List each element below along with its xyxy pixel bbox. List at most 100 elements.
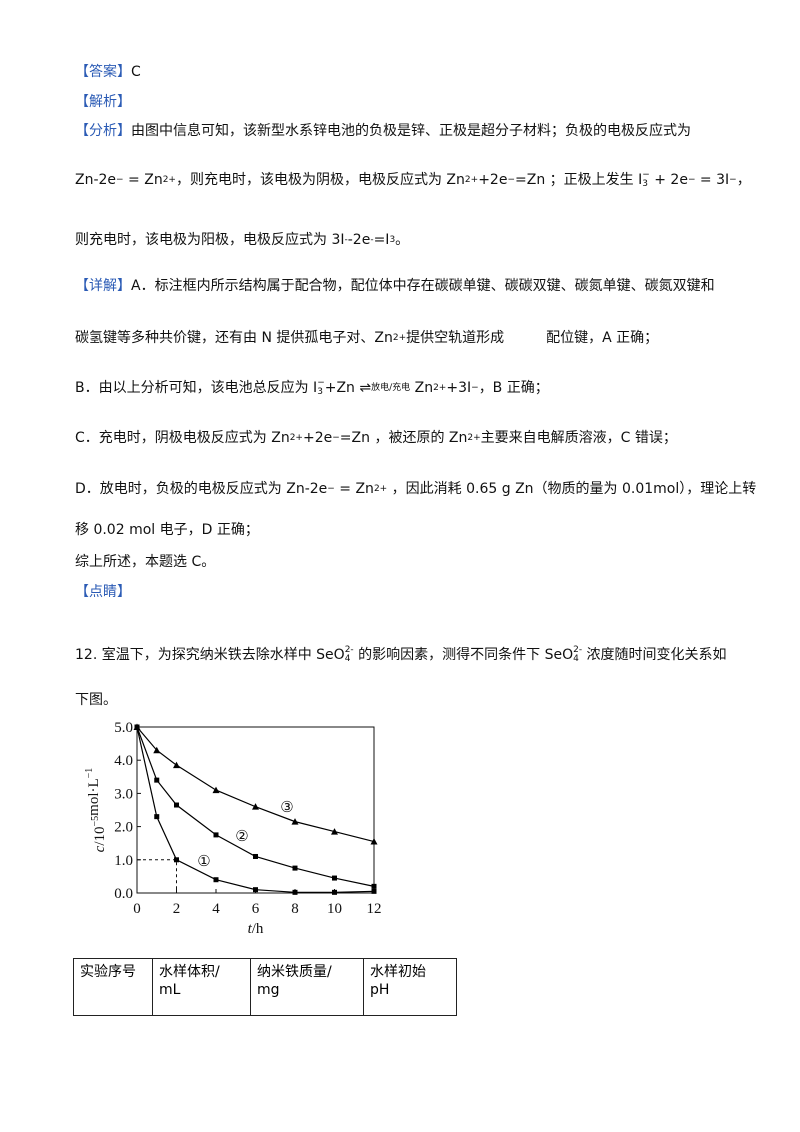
text-run: = Zn — [123, 172, 163, 188]
text-run: ，因此消耗 0.65 g Zn（物质的量为 0.01mol），理论上转 — [387, 481, 757, 497]
text-run: 12. 室温下，为探究纳米铁去除水样中 SeO — [75, 647, 345, 663]
subscript: 3 — [317, 387, 323, 397]
marker — [133, 723, 141, 730]
cell-text: 纳米铁质量/ — [257, 964, 332, 980]
marker — [153, 746, 161, 754]
y-axis-label: c/10−5mol·L−1 — [84, 768, 108, 853]
text-line: 【解析】 — [75, 92, 131, 112]
x-tick-label: 2 — [173, 901, 181, 917]
table-header: 实验序号 水样体积/mL 纳米铁质量/mg 水样初始 pH — [73, 958, 457, 1016]
text-line: 碳氢键等多种共价键，还有由 N 提供孤电子对、Zn 2+ 提供空轨道形成 配位键，A… — [75, 328, 658, 348]
marker — [154, 814, 160, 820]
label-run: mol·L — [86, 778, 102, 816]
text-run: 。 — [395, 232, 410, 248]
script: 2+ — [289, 432, 303, 443]
superscript: − — [471, 382, 479, 393]
text-run: 则充电时，该电极为阳极，电极反应式为 3I — [75, 232, 345, 248]
plot-frame — [136, 726, 375, 894]
text-run: 主要来自电解质溶液，C 错误； — [480, 430, 677, 446]
superscript: 2- — [344, 645, 354, 655]
marker — [173, 761, 180, 769]
y-tick-label: 2.0 — [114, 820, 133, 836]
table-cell: 实验序号 — [73, 958, 153, 1016]
text-line: 移 0.02 mol 电子，D 正确； — [75, 520, 259, 540]
script: 2+ — [467, 432, 481, 443]
text-run: = Zn — [334, 481, 374, 497]
subscript: 3 — [642, 179, 648, 189]
marker — [292, 865, 298, 871]
marker — [213, 832, 219, 838]
script: − — [471, 382, 479, 393]
x-tick-label: 12 — [367, 901, 382, 917]
marker — [370, 838, 378, 845]
script: 2+ — [465, 175, 478, 185]
superscript: −1 — [84, 768, 95, 779]
text-line: 【答案】C — [75, 62, 141, 82]
marker — [252, 803, 259, 810]
superscript: 2+ — [433, 382, 447, 393]
text-run: 综上所述，本题选 C。 — [75, 554, 216, 570]
x-tick-label: 8 — [291, 901, 299, 917]
series-label: ① — [197, 854, 210, 870]
superscript: − — [327, 483, 335, 494]
text-run: 【答案】 — [75, 64, 131, 80]
text-run: 【详解】 — [75, 278, 131, 294]
series-label: ② — [235, 829, 248, 845]
script: 2+ — [162, 174, 176, 185]
cell-text: pH — [370, 982, 390, 998]
text-run: ， — [736, 172, 751, 188]
cell-text: 实验序号 — [80, 964, 136, 980]
marker — [332, 875, 337, 881]
script: − — [688, 175, 696, 185]
superscript: − — [507, 174, 515, 185]
script: 4 2- — [573, 646, 582, 664]
x-tick-label: 6 — [252, 901, 260, 917]
subscript: 4 — [573, 654, 579, 664]
script: 2+ — [433, 382, 447, 393]
script: 放电/充电 — [371, 383, 410, 393]
superscript: − — [116, 174, 124, 185]
text-line: 12. 室温下，为探究纳米铁去除水样中 SeO 4 2- 的影响因素，测得不同条件下… — [75, 645, 727, 665]
text-run: ，则充电时，该电极为阴极，电极反应式为 Zn — [175, 172, 465, 188]
script: 3− — [317, 379, 325, 397]
text-run: A．标注框内所示结构属于配合物，配位体中存在碳碳单键、碳碳双键、碳氮单键、碳氮双… — [131, 278, 715, 294]
label-run: /h — [252, 921, 264, 937]
superscript: − — [317, 378, 325, 388]
text-run: B．由以上分析可知，该电池总反应为 I — [75, 380, 318, 396]
script: 3 — [389, 234, 396, 245]
script: - — [370, 235, 373, 245]
table-cell: 纳米铁质量/mg — [250, 958, 364, 1016]
y-tick-label: 3.0 — [114, 786, 133, 802]
superscript: 2+ — [467, 432, 481, 443]
text-run: 下图。 — [75, 692, 117, 708]
y-tick-label: 5.0 — [114, 720, 133, 736]
superscript: 2+ — [392, 332, 407, 343]
x-tick-label: 10 — [327, 901, 342, 917]
table-cell: 水样体积/mL — [152, 958, 251, 1016]
text-run: =I — [373, 232, 390, 248]
subscript: 3 — [389, 234, 396, 245]
superscript: 2+ — [162, 174, 176, 185]
text-run: + 2e — [649, 172, 688, 188]
superscript: 2+ — [289, 432, 303, 443]
marker — [371, 883, 377, 889]
text-run: = 3I — [695, 172, 730, 188]
text-run: 碳氢键等多种共价键，还有由 N 提供孤电子对、Zn — [75, 330, 393, 346]
text-run: 的影响因素，测得不同条件下 SeO — [353, 647, 574, 663]
marker — [213, 877, 219, 883]
series-line — [136, 726, 375, 893]
text-run: 【分析】 — [75, 123, 131, 139]
series-line — [136, 726, 375, 843]
series-label: ③ — [280, 800, 293, 816]
marker — [253, 887, 258, 893]
text-line: Zn-2e − = Zn 2+ ，则充电时，该电极为阴极，电极反应式为 Zn 2+ +2e… — [75, 170, 751, 190]
label-run: t — [248, 921, 253, 937]
marker — [292, 889, 298, 895]
text-line: 综上所述，本题选 C。 — [75, 552, 215, 572]
script: 4 2- — [345, 646, 354, 664]
text-run: +2e — [302, 430, 333, 446]
text-run: Zn — [410, 380, 434, 396]
y-tick-label: 0.0 — [114, 886, 133, 902]
